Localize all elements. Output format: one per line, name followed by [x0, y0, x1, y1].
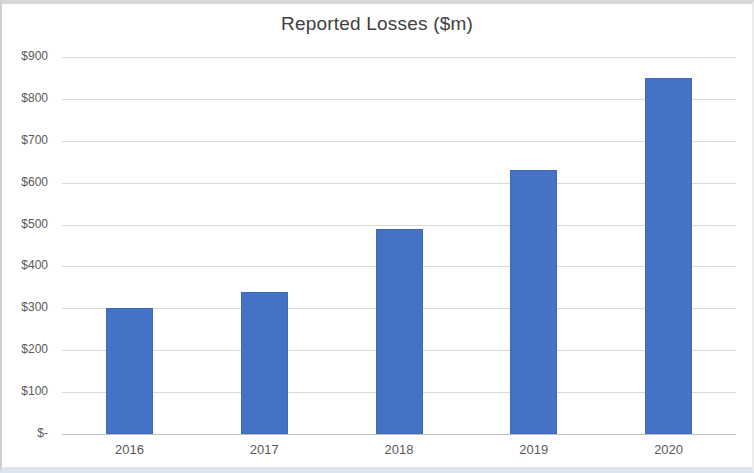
bar-2018	[376, 229, 423, 434]
x-axis-labels: 20162017201820192020	[62, 442, 736, 460]
y-tick-label: $100	[2, 384, 48, 399]
gridline	[62, 99, 736, 100]
gridline	[62, 225, 736, 226]
x-tick-label-2020: 2020	[601, 442, 736, 460]
gridline	[62, 183, 736, 184]
bar-2016	[106, 308, 153, 434]
bar-2017	[241, 292, 288, 434]
chart-frame: Reported Losses ($m) $- $100 $200 $300 $400 $…	[0, 0, 754, 473]
x-axis-line	[62, 434, 736, 435]
y-tick-label: $600	[2, 175, 48, 190]
y-tick-label: $900	[2, 49, 48, 64]
x-tick-label-2018: 2018	[332, 442, 467, 460]
y-tick-label: $800	[2, 91, 48, 106]
y-tick-label: $300	[2, 300, 48, 315]
gridline	[62, 141, 736, 142]
x-tick-label-2017: 2017	[197, 442, 332, 460]
bar-2019	[510, 170, 557, 434]
y-tick-label: $-	[2, 426, 48, 441]
y-axis-labels: $-$100$200$300$400$500$600$700$800$900	[2, 57, 48, 434]
y-tick-label: $700	[2, 133, 48, 148]
x-tick-label-2019: 2019	[466, 442, 601, 460]
gridline	[62, 57, 736, 58]
chart-title: Reported Losses ($m)	[2, 13, 752, 35]
y-tick-label: $500	[2, 217, 48, 232]
bar-2020	[645, 78, 692, 434]
x-tick-label-2016: 2016	[62, 442, 197, 460]
plot-area	[62, 57, 736, 434]
y-tick-label: $400	[2, 258, 48, 273]
y-tick-label: $200	[2, 342, 48, 357]
